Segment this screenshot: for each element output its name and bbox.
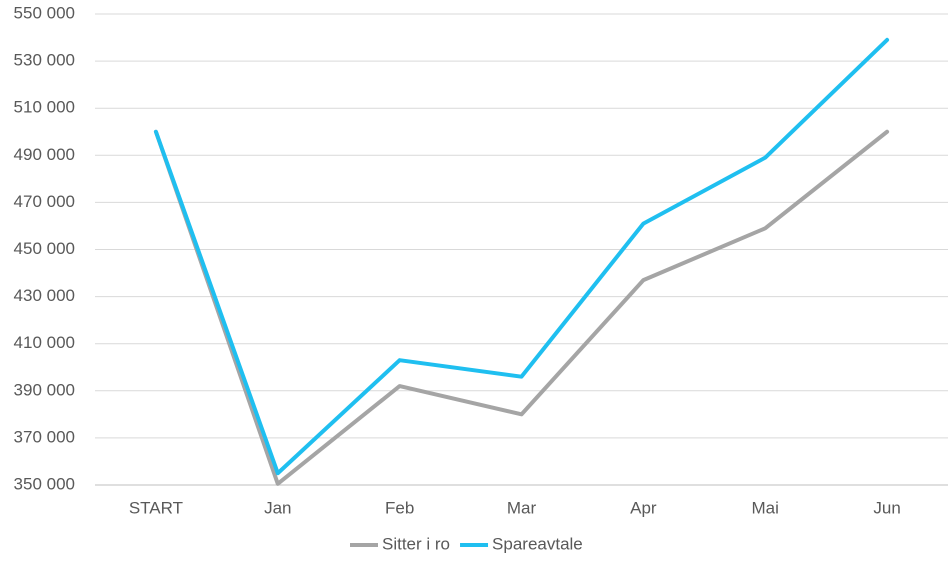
y-tick-label: 390 000 (14, 380, 75, 399)
y-tick-label: 430 000 (14, 286, 75, 305)
x-tick-label: Mar (507, 498, 537, 517)
series-line (153, 37, 890, 476)
x-tick-label: Mai (752, 498, 779, 517)
y-tick-label: 550 000 (14, 3, 75, 22)
y-tick-label: 510 000 (14, 98, 75, 117)
x-tick-label: Apr (630, 498, 657, 517)
legend-label: Spareavtale (492, 534, 583, 553)
x-tick-label: START (129, 498, 183, 517)
x-tick-label: Jan (264, 498, 291, 517)
y-tick-label: 470 000 (14, 192, 75, 211)
legend-label: Sitter i ro (382, 534, 450, 553)
y-tick-label: 530 000 (14, 51, 75, 70)
y-tick-label: 490 000 (14, 145, 75, 164)
y-tick-label: 370 000 (14, 427, 75, 446)
y-tick-label: 450 000 (14, 239, 75, 258)
y-tick-label: 350 000 (14, 474, 75, 493)
y-tick-label: 410 000 (14, 333, 75, 352)
x-tick-label: Jun (873, 498, 900, 517)
x-tick-label: Feb (385, 498, 414, 517)
series-line (153, 129, 890, 486)
